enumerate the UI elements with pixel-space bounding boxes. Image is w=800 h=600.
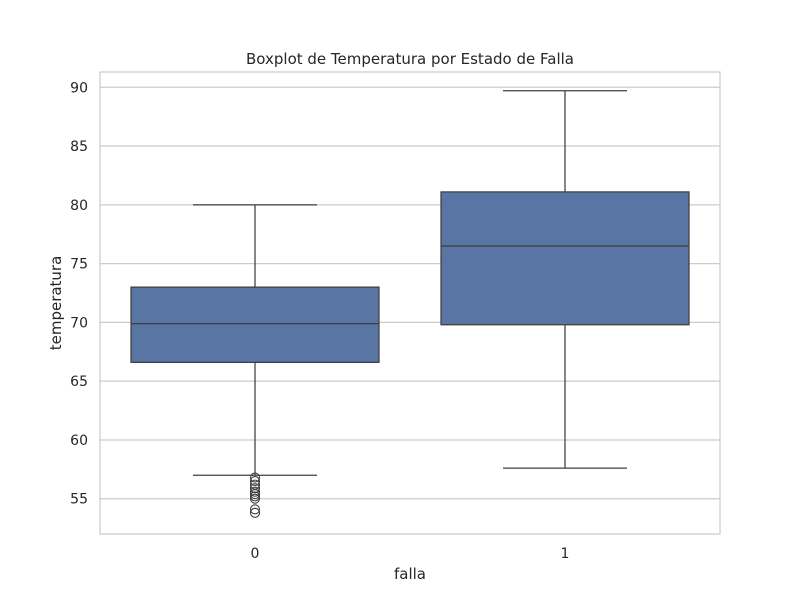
box-group-0	[130, 204, 380, 518]
y-tick-label: 90	[70, 80, 88, 96]
outlier-point	[249, 507, 261, 518]
box-layer	[130, 90, 690, 518]
y-tick-label: 75	[70, 257, 88, 273]
iqr-box	[130, 286, 380, 363]
outlier-point	[249, 488, 261, 500]
outlier-point	[249, 476, 261, 487]
y-tick-label: 70	[70, 315, 88, 331]
x-tick-label: 1	[561, 546, 570, 562]
outlier-point	[249, 486, 261, 497]
outlier-point	[249, 483, 261, 494]
y-tick-label: 85	[70, 139, 88, 155]
y-tick-label: 60	[70, 433, 88, 449]
y-axis-label: temperatura	[47, 256, 65, 351]
x-tick-label: 0	[251, 546, 260, 562]
x-axis-label: falla	[394, 565, 426, 583]
outlier-point	[249, 472, 261, 483]
y-tick-label: 65	[70, 374, 88, 390]
y-tick-label: 80	[70, 198, 88, 214]
y-tick-label: 55	[70, 492, 88, 508]
box-group-1	[440, 90, 690, 469]
outlier-point	[249, 504, 261, 515]
chart-title: Boxplot de Temperatura por Estado de Fal…	[246, 50, 574, 68]
outlier-point	[249, 491, 261, 502]
plot-frame	[99, 71, 721, 535]
tick-layer: 55 60 65 70 75 80 85 90 0 1	[70, 80, 569, 562]
iqr-box	[440, 191, 690, 326]
outlier-point	[249, 493, 261, 504]
